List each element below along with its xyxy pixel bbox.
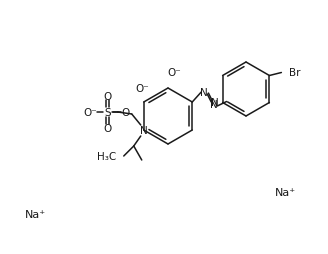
Text: Na⁺: Na⁺ (25, 209, 46, 219)
Text: O⁻: O⁻ (167, 68, 181, 78)
Text: O⁻: O⁻ (83, 108, 97, 118)
Text: S: S (104, 108, 111, 118)
Text: H₃C: H₃C (96, 151, 116, 161)
Text: N: N (140, 125, 148, 135)
Text: Br: Br (289, 67, 301, 77)
Text: O: O (104, 123, 112, 133)
Text: O⁻: O⁻ (135, 84, 149, 94)
Text: N: N (200, 88, 208, 98)
Text: Na⁺: Na⁺ (275, 187, 296, 197)
Text: O: O (104, 92, 112, 102)
Text: N: N (211, 98, 219, 108)
Text: N: N (210, 100, 218, 109)
Text: O: O (122, 108, 130, 118)
